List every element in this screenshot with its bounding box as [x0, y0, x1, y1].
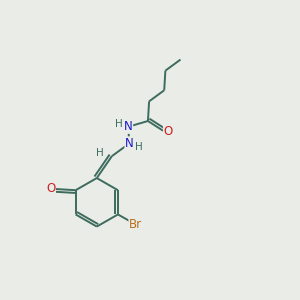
Text: N: N — [124, 120, 133, 133]
Text: N: N — [125, 137, 134, 150]
Text: H: H — [96, 148, 104, 158]
Text: O: O — [164, 125, 173, 138]
Text: Br: Br — [129, 218, 142, 231]
Text: H: H — [115, 119, 122, 129]
Text: O: O — [46, 182, 56, 195]
Text: H: H — [135, 142, 142, 152]
